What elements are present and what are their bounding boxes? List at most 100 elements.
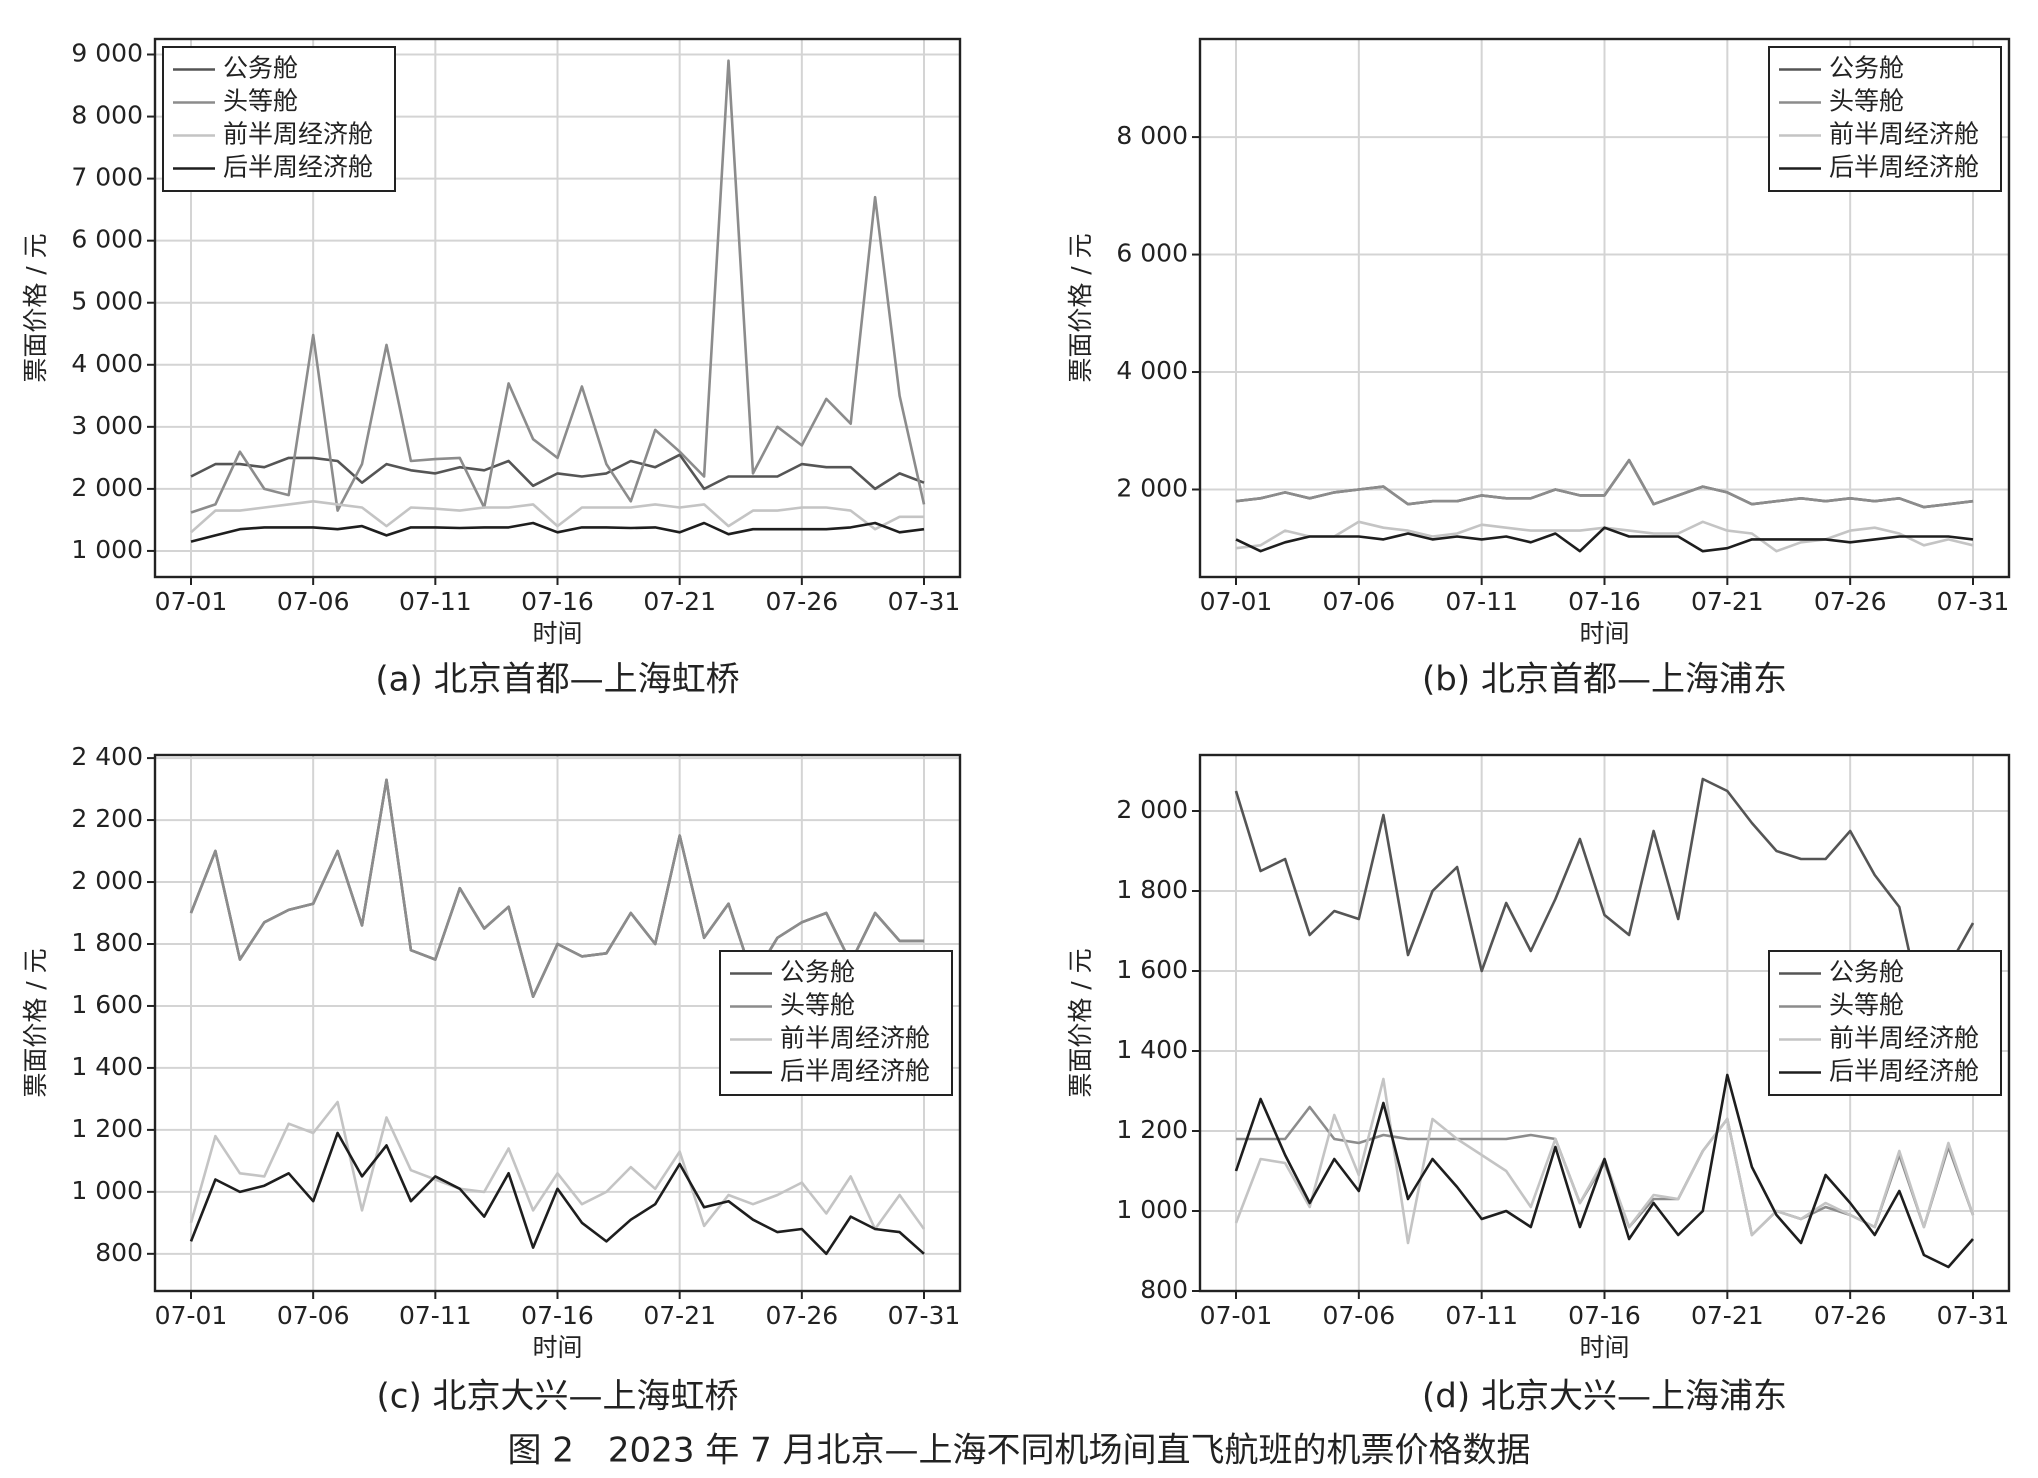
y-tick-label: 7 000	[71, 163, 143, 192]
chart-panel: 1 000 2 000 3 000 4 000 5 000 6 000 7 000 8 000…	[21, 37, 962, 700]
legend-label: 公务舱	[780, 958, 855, 987]
legend-label: 前半周经济舱	[1829, 1024, 1979, 1053]
y-axis-label: 票面价格 / 元	[1066, 233, 1095, 382]
y-tick-label: 8 000	[1116, 121, 1188, 150]
series-line	[1234, 777, 1975, 1021]
series-line	[190, 521, 925, 543]
chart-panel: 800 1 000 1 200 1 400 1 600 1 800 2 000 07-01 07…	[1066, 753, 2011, 1417]
y-tick-label: 9 000	[71, 39, 143, 68]
legend-box	[1768, 46, 2002, 192]
y-tick-label: 1 600	[71, 990, 143, 1019]
chart-caption: (b) 北京首都—上海浦东	[1422, 660, 1787, 700]
x-tick-label: 07-01	[1200, 1301, 1273, 1330]
y-axis-label: 票面价格 / 元	[1066, 948, 1095, 1097]
series-line	[190, 500, 924, 534]
x-tick-label: 07-06	[277, 1301, 350, 1330]
x-axis-label: 时间	[1579, 619, 1629, 648]
x-axis-label: 时间	[532, 1333, 582, 1362]
legend-label: 头等舱	[780, 991, 855, 1020]
x-tick-label: 07-16	[521, 1301, 594, 1330]
legend-label: 头等舱	[223, 87, 298, 116]
legend-box	[719, 950, 953, 1096]
x-tick-label: 07-31	[1937, 587, 2010, 616]
legend-label: 前半周经济舱	[780, 1024, 930, 1053]
plot-frame	[1198, 37, 2011, 579]
x-tick-label: 07-21	[1691, 587, 1764, 616]
y-tick-label: 1 800	[71, 928, 143, 957]
x-tick-label: 07-16	[521, 587, 594, 616]
x-tick-label: 07-16	[1568, 587, 1641, 616]
y-tick-label: 2 200	[71, 804, 143, 833]
x-tick-label: 07-06	[1323, 1301, 1396, 1330]
x-tick-label: 07-31	[888, 587, 961, 616]
y-tick-label: 1 400	[71, 1052, 143, 1081]
legend-label: 公务舱	[1829, 54, 1904, 83]
y-tick-label: 2 000	[71, 866, 143, 895]
y-axis-label: 票面价格 / 元	[21, 948, 50, 1097]
series-line	[189, 1100, 926, 1231]
y-tick-label: 1 800	[1116, 875, 1188, 904]
y-tick-label: 4 000	[71, 349, 143, 378]
x-tick-label: 07-26	[766, 1301, 839, 1330]
series-line	[190, 59, 926, 514]
y-tick-label: 2 000	[71, 473, 143, 502]
x-tick-label: 07-26	[1814, 1301, 1887, 1330]
x-tick-label: 07-06	[1323, 587, 1396, 616]
series-line	[189, 778, 924, 998]
x-tick-label: 07-31	[888, 1301, 961, 1330]
legend-label: 后半周经济舱	[223, 153, 373, 182]
legend-label: 前半周经济舱	[223, 120, 373, 149]
y-tick-label: 2 000	[1116, 473, 1188, 502]
x-tick-label: 07-01	[155, 1301, 228, 1330]
y-tick-label: 1 400	[1116, 1035, 1188, 1064]
chart-panel: 800 1 000 1 200 1 400 1 600 1 800 2 000 2 200 2 …	[21, 742, 962, 1417]
chart-caption: (a) 北京首都—上海虹桥	[375, 660, 739, 700]
x-tick-label: 07-11	[399, 587, 472, 616]
x-tick-label: 07-16	[1568, 1301, 1641, 1330]
x-tick-label: 07-11	[1445, 587, 1518, 616]
x-tick-label: 07-21	[1691, 1301, 1764, 1330]
x-tick-label: 07-11	[1445, 1301, 1518, 1330]
x-axis-label: 时间	[1579, 1333, 1629, 1362]
series-line	[189, 1131, 925, 1256]
y-tick-label: 1 000	[1116, 1195, 1188, 1224]
y-tick-label: 1 200	[1116, 1115, 1188, 1144]
y-tick-label: 1 600	[1116, 955, 1188, 984]
legend-box	[162, 46, 396, 192]
y-tick-label: 6 000	[1116, 239, 1188, 268]
series-line	[1235, 526, 1974, 553]
y-tick-label: 2 000	[1116, 795, 1188, 824]
series-line	[190, 453, 925, 491]
x-tick-label: 07-21	[643, 1301, 716, 1330]
x-tick-label: 07-26	[1814, 587, 1887, 616]
plot-frame	[1198, 753, 2011, 1293]
x-tick-label: 07-01	[155, 587, 228, 616]
y-tick-label: 6 000	[71, 225, 143, 254]
plot-frame	[153, 37, 962, 579]
y-tick-label: 1 000	[71, 1176, 143, 1205]
legend-label: 后半周经济舱	[780, 1057, 930, 1086]
y-tick-label: 1 000	[71, 535, 143, 564]
y-axis-label: 票面价格 / 元	[21, 233, 50, 382]
y-tick-label: 2 400	[71, 742, 143, 771]
x-axis-label: 时间	[532, 619, 582, 648]
series-line	[1235, 458, 1974, 509]
x-tick-label: 07-01	[1200, 587, 1273, 616]
y-tick-label: 800	[95, 1238, 143, 1267]
chart-caption: (d) 北京大兴—上海浦东	[1422, 1377, 1787, 1417]
y-tick-label: 4 000	[1116, 356, 1188, 385]
x-tick-label: 07-11	[399, 1301, 472, 1330]
y-tick-label: 800	[1140, 1275, 1188, 1304]
x-tick-label: 07-26	[766, 587, 839, 616]
x-tick-label: 07-06	[277, 587, 350, 616]
chart-caption: (c) 北京大兴—上海虹桥	[376, 1377, 738, 1417]
legend-label: 头等舱	[1829, 991, 1904, 1020]
legend-label: 公务舱	[223, 54, 298, 83]
y-tick-label: 1 200	[71, 1114, 143, 1143]
plot-frame	[153, 753, 962, 1293]
legend-label: 后半周经济舱	[1829, 153, 1979, 182]
legend-label: 公务舱	[1829, 958, 1904, 987]
legend-label: 后半周经济舱	[1829, 1057, 1979, 1086]
figure-caption: 图 2 2023 年 7 月北京—上海不同机场间直飞航班的机票价格数据	[507, 1431, 1530, 1471]
